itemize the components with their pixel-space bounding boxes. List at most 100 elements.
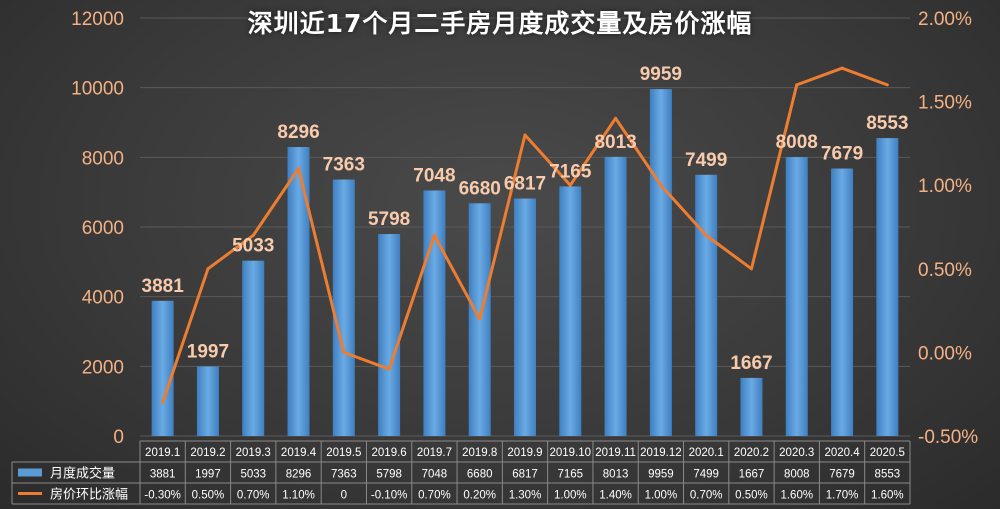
table-cell-value: 8013 <box>603 469 629 481</box>
bar-data-label: 6817 <box>504 174 546 195</box>
table-cell-value: 1.70% <box>826 490 859 502</box>
table-cell-value: -0.30% <box>144 490 180 502</box>
bar-data-label: 8013 <box>594 132 636 153</box>
bar-data-label: 7048 <box>413 165 455 186</box>
x-category-label: 2019.4 <box>281 447 317 459</box>
bar-data-label: 3881 <box>142 276 185 297</box>
bar <box>242 260 265 436</box>
x-category-label: 2019.1 <box>145 447 180 459</box>
bar-data-label: 7165 <box>549 161 592 182</box>
y-right-tick-label: 0.50% <box>918 260 972 281</box>
table-cell-value: 1.30% <box>509 490 542 502</box>
table-cell-value: 8296 <box>286 469 312 481</box>
table-cell-value: 0.20% <box>463 490 496 502</box>
line-point <box>387 367 391 371</box>
table-cell-value: 6680 <box>467 469 493 481</box>
table-cell-value: 0.70% <box>690 490 723 502</box>
line-point <box>795 83 799 87</box>
table-cell-value: 0.70% <box>418 490 451 502</box>
table-cell-value: 0.50% <box>192 490 225 502</box>
y-left-tick-label: 10000 <box>71 79 124 100</box>
bar <box>785 157 808 436</box>
line-point <box>161 401 165 405</box>
bar <box>831 168 854 436</box>
line-point <box>432 233 436 237</box>
x-category-label: 2019.9 <box>507 447 542 459</box>
x-category-label: 2019.5 <box>326 447 361 459</box>
table-cell-value: 0.70% <box>237 490 270 502</box>
bar <box>332 179 355 437</box>
bar <box>151 300 174 436</box>
y-right-tick-label: 2.00% <box>918 9 972 30</box>
line-point <box>749 267 753 271</box>
table-cell-value: 7679 <box>829 469 855 481</box>
table-cell-value: 1667 <box>739 469 765 481</box>
legend-series-name: 月度成交量 <box>50 466 115 482</box>
x-category-label: 2020.5 <box>870 447 905 459</box>
table-cell-value: 1.60% <box>780 490 813 502</box>
x-category-label: 2019.12 <box>640 447 682 459</box>
bar-data-label: 1997 <box>187 341 229 362</box>
y-left-tick-label: 8000 <box>82 148 124 169</box>
table-cell-value: 1.40% <box>599 490 632 502</box>
table-cell-value: 1997 <box>195 469 221 481</box>
bar-data-label: 9959 <box>640 64 682 85</box>
y-right-tick-label: -0.50% <box>918 427 978 448</box>
y-right-tick-label: 1.50% <box>918 93 972 114</box>
bar <box>423 190 446 436</box>
x-category-label: 2020.4 <box>824 447 860 459</box>
x-category-label: 2019.11 <box>595 447 636 459</box>
line-point <box>251 233 255 237</box>
x-category-label: 2019.2 <box>190 447 225 459</box>
bar <box>287 147 310 437</box>
table-cell-value: -0.10% <box>371 490 407 502</box>
data-table: 2019.1 2019.2 2019.3 2019.4 2019.5 2019.6 2019… <box>11 440 911 505</box>
line-point <box>523 133 527 137</box>
table-cell-value: 3881 <box>150 469 176 481</box>
bar-data-label: 6680 <box>459 178 501 199</box>
x-category-label: 2019.3 <box>236 447 271 459</box>
legend-series-name: 房价环比涨幅 <box>50 487 128 503</box>
line-point <box>342 350 346 354</box>
table-cell-value: 1.00% <box>554 490 587 502</box>
line-series <box>161 66 889 405</box>
chart-title: 深圳近17个月二手房月度成交量及房价涨幅 <box>247 9 753 38</box>
table-cell-value: 8008 <box>784 469 810 481</box>
line-point <box>297 166 301 170</box>
x-category-label: 2020.1 <box>689 447 724 459</box>
bar-data-label: 8008 <box>776 132 818 153</box>
table-cell-value: 7048 <box>422 469 448 481</box>
table-cell-value: 0 <box>341 490 347 502</box>
x-category-label: 2019.6 <box>372 447 407 459</box>
legend-key-bar <box>18 468 42 477</box>
table-cell-value: 5798 <box>376 469 402 481</box>
table-cell-value: 1.00% <box>645 490 678 502</box>
table-cell-value: 7165 <box>557 469 583 481</box>
y-axis-left: 0 2000 4000 6000 8000 10000 12000 <box>71 9 124 448</box>
bar <box>514 198 536 436</box>
bar-data-label: 5033 <box>232 236 274 257</box>
bar <box>876 138 899 436</box>
x-category-label: 2019.7 <box>417 447 452 459</box>
line-point <box>659 183 663 187</box>
line-point <box>568 183 572 187</box>
table-cell-value: 9959 <box>648 469 674 481</box>
bar <box>559 186 582 436</box>
y-left-tick-label: 12000 <box>71 9 124 30</box>
bar-data-label: 8553 <box>866 113 908 134</box>
x-category-label: 2020.3 <box>779 447 814 459</box>
table-cell-value: 1.60% <box>871 490 904 502</box>
x-category-label: 2020.2 <box>734 447 769 459</box>
table-cell-value: 7363 <box>331 469 357 481</box>
bar-data-label: 7679 <box>821 144 863 165</box>
table-cell-value: 7499 <box>693 469 719 481</box>
y-axis-right: -0.50% 0.00% 0.50% 1.00% 1.50% 2.00% <box>918 9 978 448</box>
bar <box>695 174 718 436</box>
table-cell-value: 1.10% <box>282 490 315 502</box>
y-right-tick-label: 0.00% <box>918 343 972 364</box>
bar-data-label: 5798 <box>368 209 410 230</box>
bar-data-label: 7363 <box>323 155 365 176</box>
bar-data-label: 7499 <box>685 150 727 171</box>
